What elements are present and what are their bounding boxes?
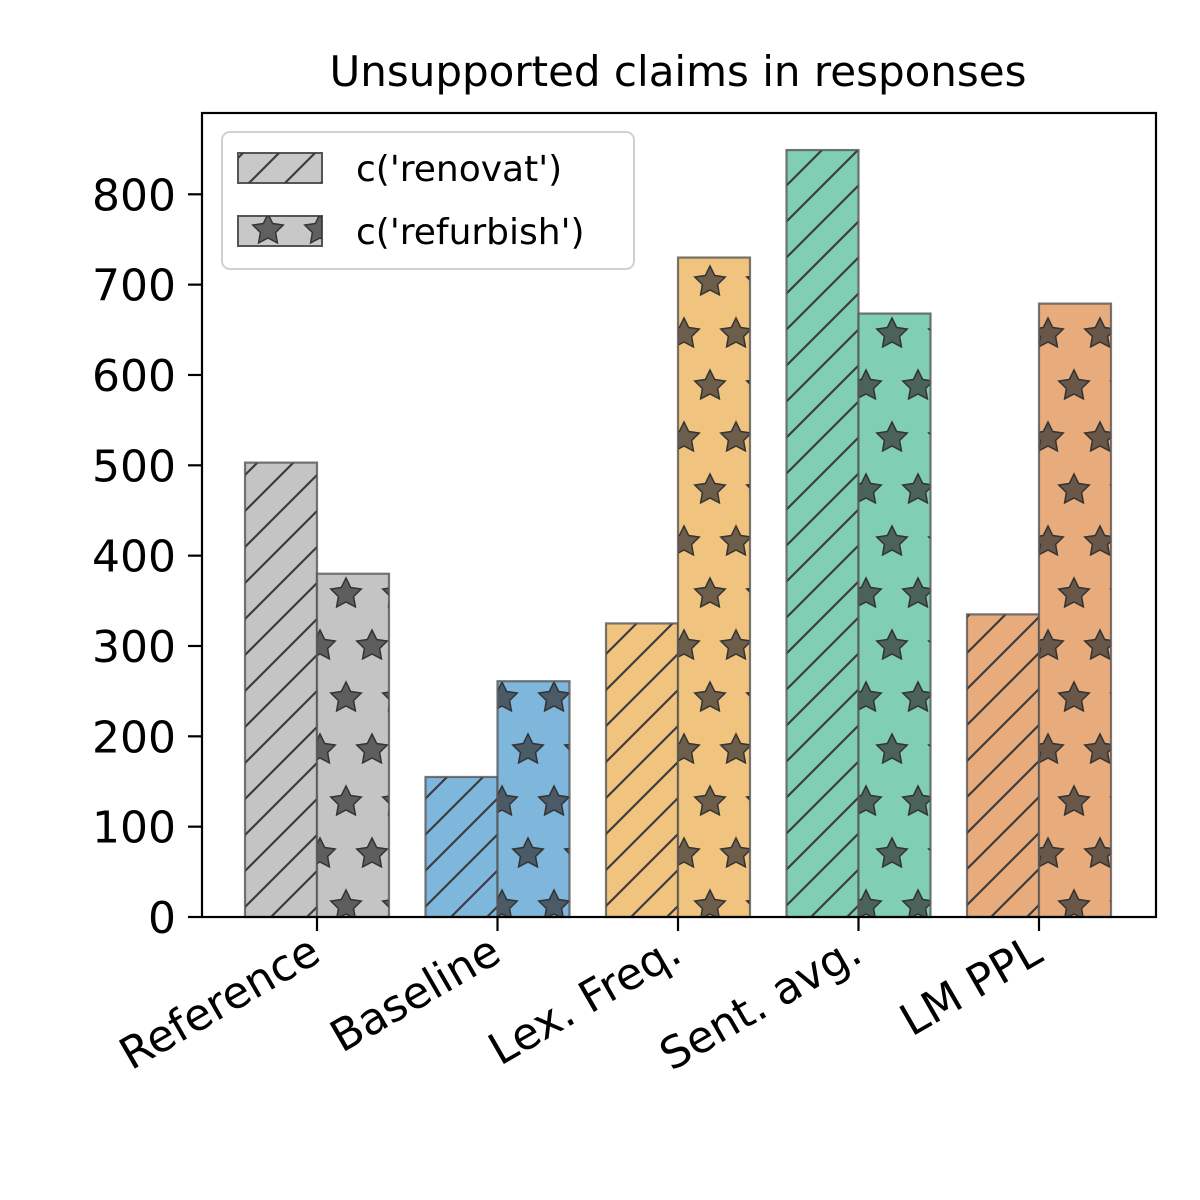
x-tick-label-lex-freq: Lex. Freq. <box>480 925 689 1075</box>
y-tick-label: 500 <box>92 441 176 492</box>
bar-baseline-c-renovat <box>424 775 499 919</box>
bar-reference-c-renovat <box>243 461 319 919</box>
legend-entry-refurbish: c('refurbish') <box>237 212 585 253</box>
chart-title: Unsupported claims in responses <box>329 47 1026 96</box>
bar-pattern <box>785 148 860 919</box>
bar-pattern <box>496 680 571 919</box>
y-tick-label: 400 <box>92 532 176 583</box>
y-tick-label: 100 <box>92 803 176 854</box>
legend-entry-renovat: c('renovat') <box>237 149 562 190</box>
bar-pattern <box>315 572 391 919</box>
legend-label-renovat: c('renovat') <box>356 149 562 190</box>
legend-swatch-hatch-pattern <box>238 153 322 183</box>
x-tick-label-baseline: Baseline <box>322 925 509 1062</box>
bar-lm-ppl-c-refurbish <box>1037 302 1113 919</box>
bar-pattern <box>965 613 1041 919</box>
bar-pattern <box>676 256 752 919</box>
bar-lex-freq-c-renovat <box>604 622 680 919</box>
bar-baseline-c-refurbish <box>496 680 571 919</box>
bar-pattern <box>424 775 499 919</box>
legend: c('renovat') c('refurbish') <box>221 131 635 270</box>
x-tick-label-lm-ppl: LM PPL <box>892 925 1051 1046</box>
legend-label-refurbish: c('refurbish') <box>356 212 585 253</box>
legend-box <box>221 131 635 270</box>
bar-pattern <box>1037 302 1113 919</box>
y-tick-label: 0 <box>148 893 176 944</box>
y-tick-label: 300 <box>92 622 176 673</box>
bar-lex-freq-c-refurbish <box>676 256 752 919</box>
x-tick-label-sent-avg: Sent. avg. <box>651 925 870 1081</box>
bar-sent-avg-c-renovat <box>785 148 860 919</box>
bar-pattern <box>604 622 680 919</box>
bar-lm-ppl-c-renovat <box>965 613 1041 919</box>
bar-pattern <box>857 312 932 919</box>
y-tick-label: 800 <box>92 170 176 221</box>
y-tick-label: 200 <box>92 712 176 763</box>
bar-pattern <box>243 461 319 919</box>
y-tick-label: 600 <box>92 351 176 402</box>
y-tick-label: 700 <box>92 261 176 312</box>
x-tick-label-reference: Reference <box>111 925 328 1080</box>
legend-swatch-star-pattern <box>238 216 322 246</box>
bar-reference-c-refurbish <box>315 572 391 919</box>
bar-sent-avg-c-refurbish <box>857 312 932 919</box>
